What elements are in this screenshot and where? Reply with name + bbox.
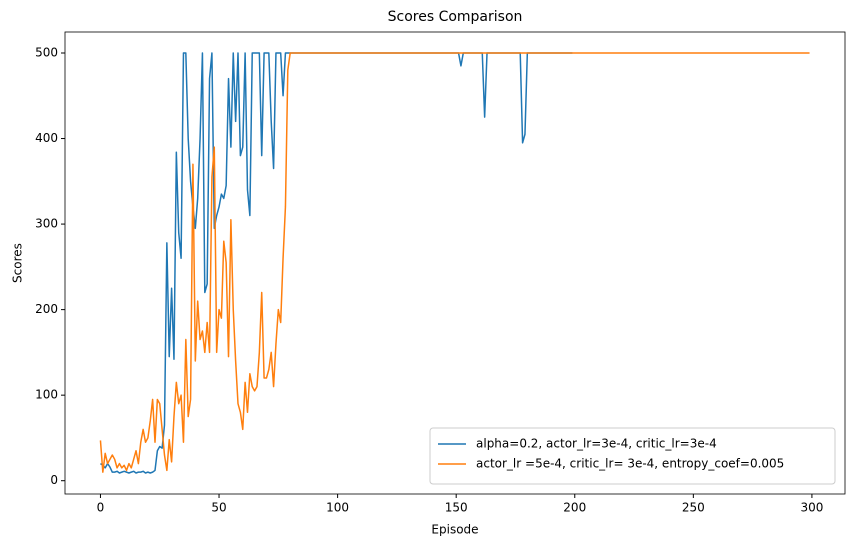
x-axis-label: Episode [431, 523, 478, 537]
x-tick-label: 50 [211, 501, 226, 515]
legend-label: actor_lr =5e-4, critic_lr= 3e-4, entropy… [476, 457, 784, 471]
y-axis-label: Scores [11, 243, 25, 283]
legend-box [429, 427, 836, 485]
x-tick-label: 300 [800, 501, 823, 515]
y-tick-label: 200 [35, 302, 58, 316]
x-tick-label: 0 [97, 501, 105, 515]
legend-label: alpha=0.2, actor_lr=3e-4, critic_lr=3e-4 [476, 437, 717, 451]
x-tick-label: 150 [445, 501, 468, 515]
y-tick-label: 300 [35, 217, 58, 231]
x-tick-label: 250 [682, 501, 705, 515]
x-tick-label: 100 [326, 501, 349, 515]
series-line [99, 52, 810, 473]
y-tick-label: 100 [35, 388, 58, 402]
x-tick-label: 200 [563, 501, 586, 515]
y-tick-label: 400 [35, 131, 58, 145]
chart-title: Scores Comparison [388, 9, 523, 25]
y-tick-label: 500 [35, 46, 58, 60]
series-line [100, 52, 573, 474]
plot-frame [64, 31, 846, 495]
y-tick-label: 0 [50, 473, 58, 487]
